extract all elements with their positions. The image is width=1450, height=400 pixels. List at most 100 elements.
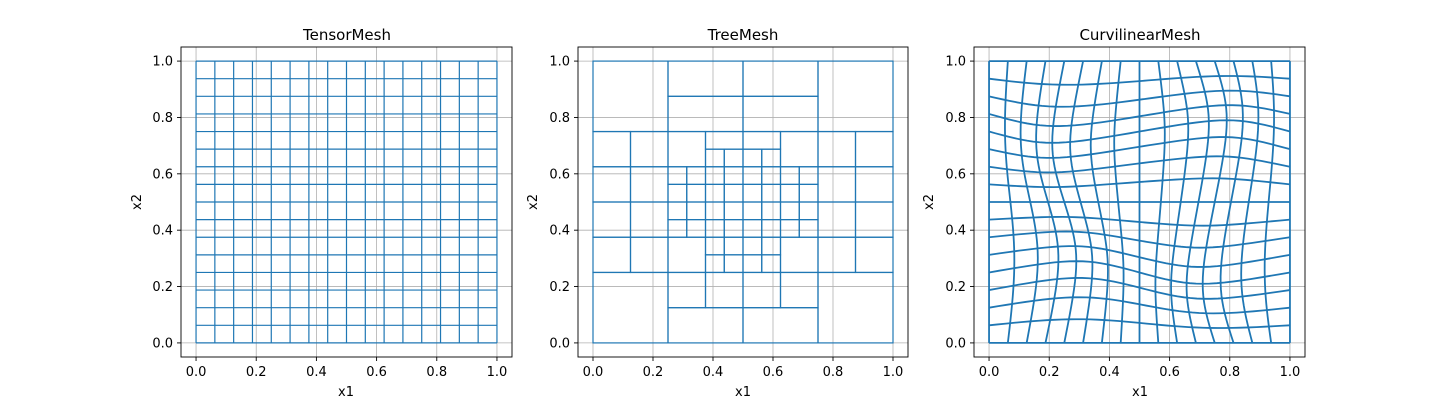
tree-cell (779, 219, 800, 238)
tree-cell (742, 166, 763, 185)
mesh-line-x2 (988, 230, 1291, 249)
tree-cell (817, 166, 857, 203)
panel-tree-mesh: TreeMesh x1 x2 0.0 0.2 0.4 0.6 0.8 1.0 0.0 0.2… (526, 26, 909, 400)
tree-cell (629, 201, 669, 238)
tree-cell (779, 183, 800, 203)
tree-cell (742, 183, 763, 203)
x-tick-label: 0.8 (1219, 365, 1240, 380)
tree-cell (761, 236, 782, 256)
tree-cell (704, 219, 725, 238)
tree-cell (723, 254, 744, 274)
tree-cell (742, 148, 763, 168)
tree-cell (592, 236, 632, 274)
x-tick-label: 0.0 (583, 365, 604, 380)
tree-cell (629, 166, 669, 203)
x-axis-label: x1 (338, 385, 354, 400)
axes-frame (973, 46, 1306, 358)
tree-cell (761, 166, 782, 185)
tree-cell (742, 60, 819, 97)
tree-cell (779, 130, 819, 168)
tree-cell (704, 236, 725, 256)
tree-cell (723, 201, 744, 221)
axes-frame (180, 46, 513, 358)
mesh-line-x2 (988, 155, 1291, 174)
plot-area (973, 46, 1306, 358)
tree-cell (798, 201, 819, 221)
y-tick-labels: 0.0 0.2 0.4 0.6 0.8 1.0 (549, 55, 578, 351)
y-tick-label: 0.6 (549, 167, 570, 182)
tree-cell (723, 236, 744, 256)
axes-frame (577, 46, 909, 358)
x-axis-label: x1 (735, 385, 751, 400)
tree-cell (704, 183, 725, 203)
tree-cell (779, 166, 800, 185)
mesh-line-x2 (988, 318, 1291, 329)
y-tick-label: 0.2 (945, 280, 966, 295)
y-tick-label: 0.8 (549, 111, 570, 126)
tree-cell (592, 166, 632, 203)
tree-cell (667, 219, 688, 238)
x-tick-label: 0.6 (366, 365, 387, 380)
y-tick-label: 0.4 (152, 224, 173, 239)
x-axis-label: x1 (1132, 385, 1148, 400)
tree-cell (667, 271, 707, 309)
y-tick-labels: 0.0 0.2 0.4 0.6 0.8 1.0 (152, 55, 181, 351)
y-tick-label: 0.8 (152, 111, 173, 126)
y-tick-label: 0.6 (152, 167, 173, 182)
x-tick-label: 0.8 (823, 365, 844, 380)
tree-cell (761, 183, 782, 203)
tree-cell (817, 60, 894, 133)
tree-cell (667, 130, 707, 168)
tree-cell (854, 130, 894, 168)
tree-cell (817, 130, 857, 168)
x-tick-label: 0.4 (703, 365, 724, 380)
y-tick-label: 1.0 (945, 55, 966, 70)
tree-cell (686, 219, 707, 238)
mesh-line-x2 (988, 136, 1291, 159)
tree-cell (686, 166, 707, 185)
tree-cell (592, 130, 632, 168)
tree-cell (817, 271, 894, 344)
tree-cell (667, 166, 688, 185)
mesh-line-x2 (988, 119, 1291, 144)
mesh-line-x2 (988, 245, 1291, 268)
y-tick-label: 0.4 (549, 224, 570, 239)
y-tick-label: 0.0 (945, 336, 966, 351)
x-tick-label: 0.0 (186, 365, 207, 380)
chart-title: TreeMesh (707, 26, 779, 44)
tree-cell (686, 201, 707, 221)
tree-cell (779, 236, 819, 274)
tree-cell (704, 271, 744, 309)
tree-cell (686, 183, 707, 203)
y-tick-label: 0.8 (945, 111, 966, 126)
tree-cell (742, 307, 819, 344)
tree-cell (817, 201, 857, 238)
mesh-line-x2 (988, 260, 1291, 285)
tree-cell (667, 236, 707, 274)
tree-cell (592, 60, 669, 133)
panel-tensor-mesh: TensorMesh x1 x2 0.0 0.2 0.4 0.6 0.8 1.0 0.00… (130, 26, 513, 400)
x-tick-label: 0.2 (1039, 365, 1060, 380)
chart-title: CurvilinearMesh (1079, 26, 1200, 44)
mesh-line-x2 (988, 89, 1291, 108)
x-tick-label: 1.0 (883, 365, 904, 380)
tree-cell (704, 254, 725, 274)
tree-cell (761, 201, 782, 221)
tree-cell (742, 271, 782, 309)
tree-cell (704, 148, 725, 168)
x-tick-label: 0.2 (246, 365, 267, 380)
y-axis-label: x2 (526, 194, 541, 210)
tree-cell (667, 201, 688, 221)
x-tick-labels: 0.0 0.2 0.4 0.6 0.8 1.0 (186, 357, 507, 380)
tree-cell (629, 236, 669, 274)
x-tick-label: 0.4 (306, 365, 327, 380)
mesh-line-x2 (988, 177, 1291, 188)
x-tick-label: 1.0 (1280, 365, 1301, 380)
tree-cell (854, 236, 894, 274)
tree-cell (742, 201, 763, 221)
tree-cell (667, 95, 744, 133)
x-tick-label: 0.6 (1159, 365, 1180, 380)
y-tick-label: 0.0 (152, 336, 173, 351)
tree-cell (723, 148, 744, 168)
